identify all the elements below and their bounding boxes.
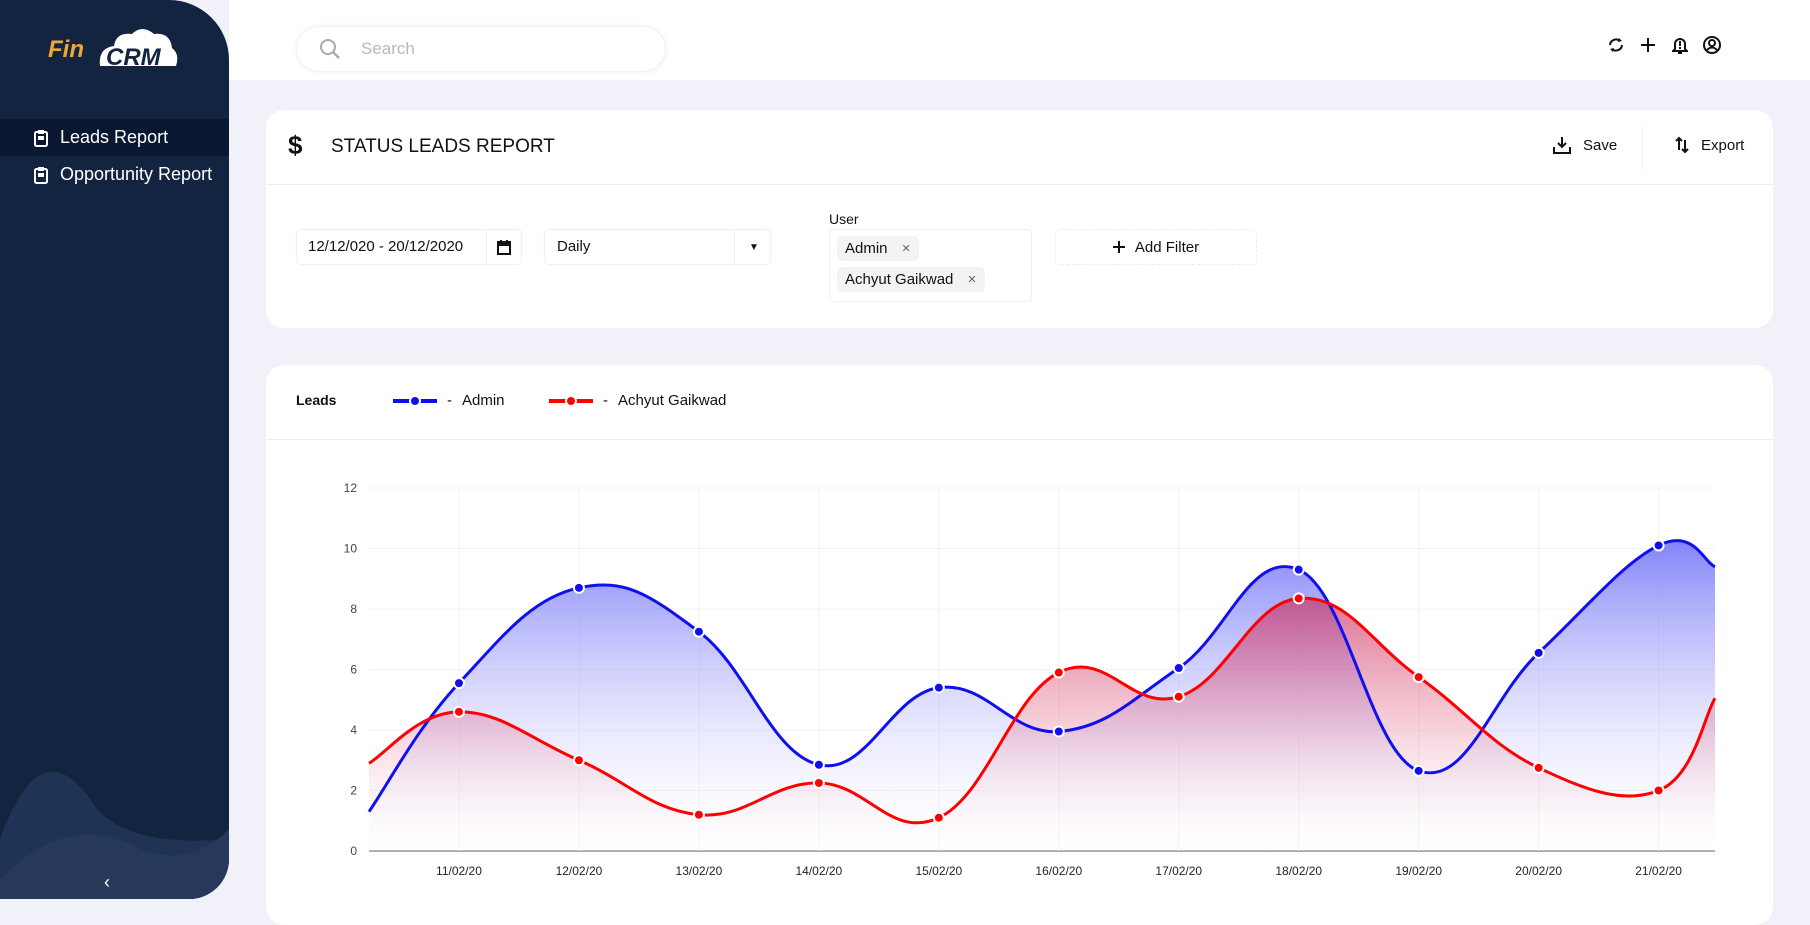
data-point bbox=[812, 776, 825, 789]
refresh-icon[interactable] bbox=[1606, 34, 1626, 56]
plus-icon[interactable] bbox=[1638, 34, 1658, 56]
data-point bbox=[1532, 646, 1545, 659]
y-tick-label: 6 bbox=[350, 663, 357, 677]
user-tag: Admin ✕ bbox=[837, 236, 919, 261]
user-multiselect[interactable]: Admin ✕ Achyut Gaikwad ✕ bbox=[829, 229, 1032, 302]
caret-down-icon: ▼ bbox=[749, 241, 759, 253]
plus-icon bbox=[1112, 241, 1125, 253]
logo-fin: Fin bbox=[48, 36, 84, 63]
sidebar-item-opportunity-report[interactable]: Opportunity Report bbox=[0, 156, 229, 193]
download-icon bbox=[1553, 137, 1571, 154]
data-point bbox=[572, 581, 585, 594]
x-tick-label: 12/02/20 bbox=[556, 864, 603, 878]
add-filter-button[interactable]: Add Filter bbox=[1055, 229, 1257, 265]
sidebar-item-label: Leads Report bbox=[60, 127, 169, 147]
x-tick-label: 11/02/20 bbox=[436, 864, 482, 878]
divider bbox=[1642, 126, 1643, 170]
data-point bbox=[692, 808, 705, 821]
account-circle-icon[interactable] bbox=[1702, 34, 1722, 56]
date-range-picker[interactable]: 12/12/020 - 20/12/2020 bbox=[296, 229, 522, 265]
user-filter-label: User bbox=[829, 211, 859, 227]
search-box[interactable] bbox=[296, 26, 666, 72]
bell-alert-icon[interactable] bbox=[1670, 34, 1690, 56]
data-point bbox=[1292, 563, 1305, 576]
x-tick-label: 15/02/20 bbox=[915, 864, 962, 878]
logo[interactable]: Fin CRM bbox=[48, 24, 188, 72]
x-tick-label: 21/02/20 bbox=[1635, 864, 1682, 878]
data-point bbox=[1412, 764, 1425, 777]
legend-swatch-admin bbox=[393, 394, 437, 407]
report-card: $ STATUS LEADS REPORT Save Export 12/12/… bbox=[266, 110, 1773, 328]
y-tick-label: 4 bbox=[350, 723, 357, 737]
data-point bbox=[692, 625, 705, 638]
data-point bbox=[1652, 784, 1665, 797]
legend-item-achyut-gaikwad[interactable]: - Achyut Gaikwad bbox=[549, 392, 726, 409]
logo-crm: CRM bbox=[106, 44, 162, 68]
interval-value: Daily bbox=[545, 230, 735, 264]
search-icon bbox=[320, 39, 340, 59]
x-tick-label: 17/02/20 bbox=[1155, 864, 1202, 878]
clipboard-icon bbox=[34, 166, 48, 184]
remove-icon[interactable]: ✕ bbox=[901, 243, 911, 255]
data-point bbox=[1292, 592, 1305, 605]
dollar-icon: $ bbox=[288, 130, 303, 160]
area-achyut-gaikwad bbox=[369, 598, 1715, 851]
x-tick-label: 14/02/20 bbox=[796, 864, 843, 878]
x-tick-label: 20/02/20 bbox=[1515, 864, 1562, 878]
save-button[interactable]: Save bbox=[1553, 136, 1617, 154]
data-point bbox=[452, 705, 465, 718]
data-point bbox=[1532, 761, 1545, 774]
page-title: STATUS LEADS REPORT bbox=[331, 136, 555, 157]
y-tick-label: 8 bbox=[350, 602, 357, 616]
date-range-value: 12/12/020 - 20/12/2020 bbox=[297, 230, 487, 264]
calendar-icon[interactable] bbox=[497, 239, 511, 255]
y-tick-label: 12 bbox=[344, 481, 358, 495]
legend-label: Achyut Gaikwad bbox=[618, 392, 727, 409]
data-point bbox=[1172, 690, 1185, 703]
data-point bbox=[1052, 666, 1065, 679]
data-point bbox=[1412, 671, 1425, 684]
clipboard-icon bbox=[34, 129, 48, 147]
leads-chart: 0 2 4 6 8 10 12 11/02/20 12/02/20 13/02/20 14/02/2… bbox=[344, 481, 1717, 878]
sidebar: Fin CRM Leads Report Opportunity Report … bbox=[0, 0, 229, 899]
y-tick-label: 2 bbox=[350, 784, 357, 798]
data-point bbox=[1172, 661, 1185, 674]
x-tick-label: 19/02/20 bbox=[1395, 864, 1442, 878]
legend-separator: - bbox=[447, 392, 452, 409]
search-input[interactable] bbox=[361, 39, 611, 59]
chevron-left-icon[interactable]: ‹ bbox=[104, 872, 110, 892]
data-point bbox=[452, 677, 465, 690]
export-label: Export bbox=[1701, 136, 1745, 154]
user-tag-label: Admin bbox=[845, 240, 888, 257]
interval-select[interactable]: Daily ▼ bbox=[544, 229, 771, 265]
data-point bbox=[932, 811, 945, 824]
sidebar-decoration bbox=[0, 771, 229, 899]
x-tick-label: 16/02/20 bbox=[1035, 864, 1082, 878]
data-point bbox=[1652, 539, 1665, 552]
save-label: Save bbox=[1583, 136, 1618, 154]
add-filter-label: Add Filter bbox=[1134, 238, 1200, 256]
legend-item-admin[interactable]: - Admin bbox=[393, 392, 505, 409]
y-tick-label: 10 bbox=[344, 542, 358, 556]
sidebar-item-label: Opportunity Report bbox=[60, 164, 213, 184]
legend-swatch-achyut bbox=[549, 394, 593, 407]
swap-vertical-icon bbox=[1675, 136, 1689, 154]
data-point bbox=[1052, 725, 1065, 738]
remove-icon[interactable]: ✕ bbox=[967, 274, 977, 286]
data-point bbox=[572, 754, 585, 767]
x-tick-label: 13/02/20 bbox=[676, 864, 723, 878]
sidebar-item-leads-report[interactable]: Leads Report bbox=[0, 119, 229, 156]
y-tick-label: 0 bbox=[350, 844, 357, 858]
user-tag-label: Achyut Gaikwad bbox=[845, 271, 954, 288]
legend-label: Admin bbox=[462, 392, 505, 409]
legend-separator: - bbox=[603, 392, 608, 409]
data-point bbox=[812, 758, 825, 771]
export-button[interactable]: Export bbox=[1675, 136, 1744, 154]
user-tag: Achyut Gaikwad ✕ bbox=[837, 267, 985, 292]
x-tick-label: 18/02/20 bbox=[1275, 864, 1322, 878]
logo-cloud: CRM bbox=[99, 29, 178, 68]
data-point bbox=[932, 681, 945, 694]
chart-title: Leads bbox=[296, 392, 337, 408]
